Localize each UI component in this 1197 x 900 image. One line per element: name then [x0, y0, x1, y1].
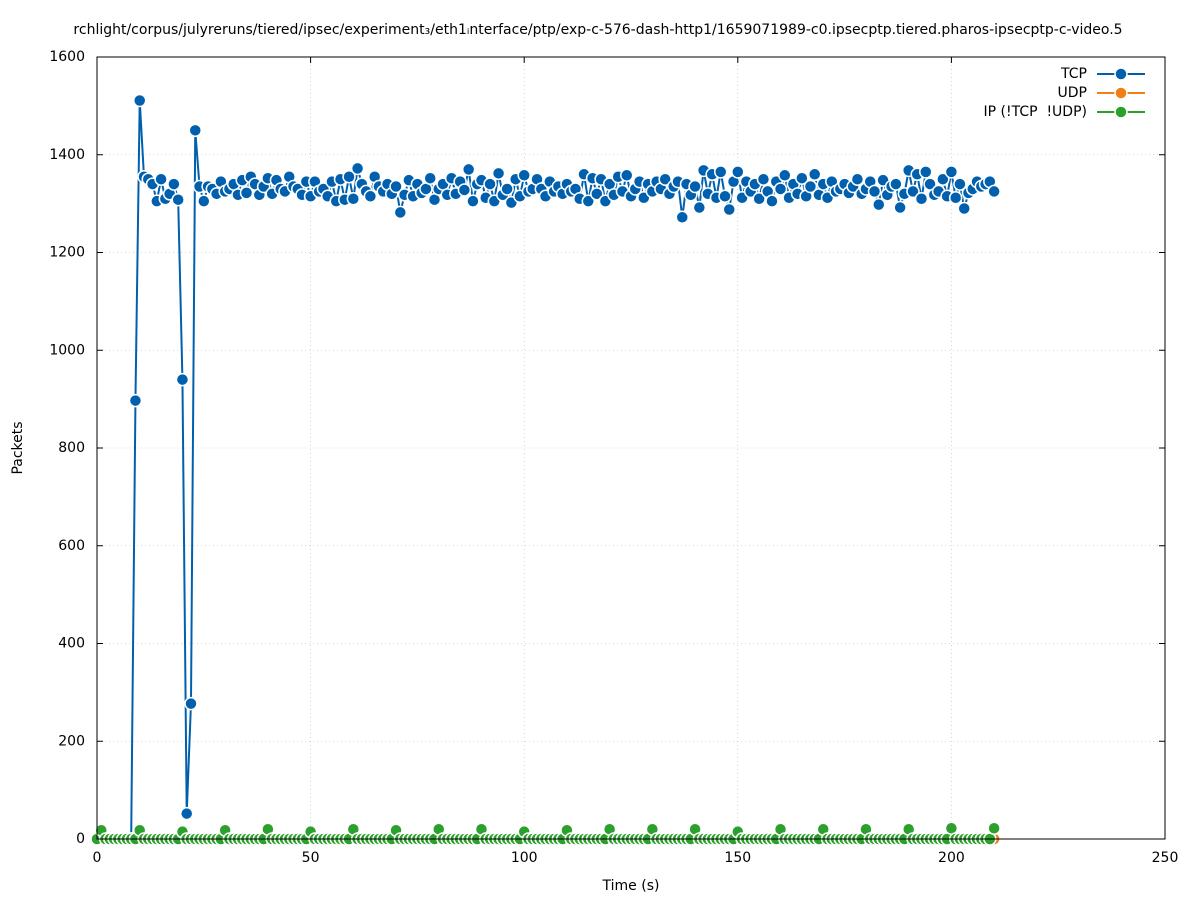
plot-area: [90, 93, 1001, 846]
data-point: [466, 194, 480, 208]
y-tick-label: 1400: [49, 147, 85, 163]
x-tick-label: 0: [93, 850, 102, 866]
legend-label: TCP: [1060, 66, 1087, 82]
y-tick-label: 600: [58, 538, 85, 554]
data-point: [731, 165, 745, 179]
data-point: [752, 191, 766, 206]
data-point: [197, 194, 211, 208]
data-point: [346, 191, 361, 206]
x-tick-label: 200: [938, 850, 965, 866]
data-point: [658, 172, 672, 186]
data-point: [675, 210, 690, 225]
data-point: [718, 189, 732, 204]
x-tick-label: 100: [511, 850, 538, 866]
data-point: [171, 192, 185, 207]
data-point: [619, 168, 634, 183]
y-tick-label: 800: [58, 440, 85, 456]
data-point: [175, 372, 190, 387]
data-point: [867, 184, 882, 199]
data-point: [957, 201, 971, 216]
data-point: [457, 183, 472, 197]
data-point: [154, 172, 168, 186]
plot-frame: [96, 56, 1166, 840]
chart-title: rchlight/corpus/julyreruns/tiered/ipsec/…: [73, 22, 1122, 38]
data-point: [756, 172, 771, 186]
data-point: [713, 165, 728, 179]
data-point: [692, 200, 707, 215]
data-point: [807, 167, 822, 182]
data-point: [590, 187, 604, 201]
x-tick-label: 150: [724, 850, 751, 866]
data-point: [389, 179, 403, 194]
data-point: [350, 161, 365, 176]
data-point: [581, 194, 596, 208]
data-point: [889, 177, 903, 191]
data-point: [795, 171, 809, 185]
data-point: [803, 179, 818, 194]
data-point: [893, 200, 907, 215]
x-tick-label: 50: [302, 850, 320, 866]
data-point: [850, 172, 865, 186]
data-point: [342, 169, 356, 184]
y-tick-label: 1000: [49, 342, 85, 358]
data-point: [914, 191, 929, 206]
data-point: [461, 162, 476, 177]
data-point: [906, 184, 920, 199]
data-point: [132, 93, 147, 108]
y-axis-title: Packets: [10, 421, 26, 474]
data-point: [483, 177, 497, 191]
y-tick-label: 400: [58, 636, 85, 652]
data-point: [393, 205, 408, 220]
legend-marker: [1114, 67, 1128, 81]
data-point: [987, 821, 1001, 835]
legend-label: IP (!TCP !UDP): [984, 104, 1088, 120]
data-point: [184, 696, 198, 711]
data-point: [872, 197, 886, 212]
data-point: [128, 393, 143, 408]
data-point: [765, 194, 779, 208]
data-point: [239, 186, 254, 200]
data-point: [363, 189, 378, 204]
data-point: [500, 182, 514, 196]
data-point: [179, 806, 194, 821]
legend-marker: [1114, 86, 1128, 100]
y-tick-label: 1200: [49, 245, 85, 261]
data-point: [167, 177, 181, 191]
data-point: [188, 123, 203, 138]
x-tick-label: 250: [1152, 850, 1179, 866]
data-point: [919, 165, 933, 179]
data-point: [491, 166, 506, 181]
y-tick-label: 1600: [49, 49, 85, 65]
data-point: [948, 191, 963, 205]
y-tick-label: 200: [58, 733, 85, 749]
legend: TCP UDP IP (!TCP !UDP): [984, 66, 1145, 120]
x-axis-title: Time (s): [602, 878, 660, 894]
y-tick-label: 0: [76, 831, 85, 847]
data-point: [722, 202, 737, 217]
data-point: [936, 172, 950, 186]
data-point: [773, 182, 788, 196]
data-point: [423, 171, 437, 185]
data-point: [517, 168, 531, 183]
data-point: [987, 184, 1001, 199]
data-point: [953, 177, 967, 191]
data-point: [944, 165, 959, 179]
legend-label: UDP: [1058, 85, 1087, 101]
data-point: [688, 179, 702, 194]
legend-marker: [1114, 105, 1128, 119]
data-point: [778, 168, 792, 183]
